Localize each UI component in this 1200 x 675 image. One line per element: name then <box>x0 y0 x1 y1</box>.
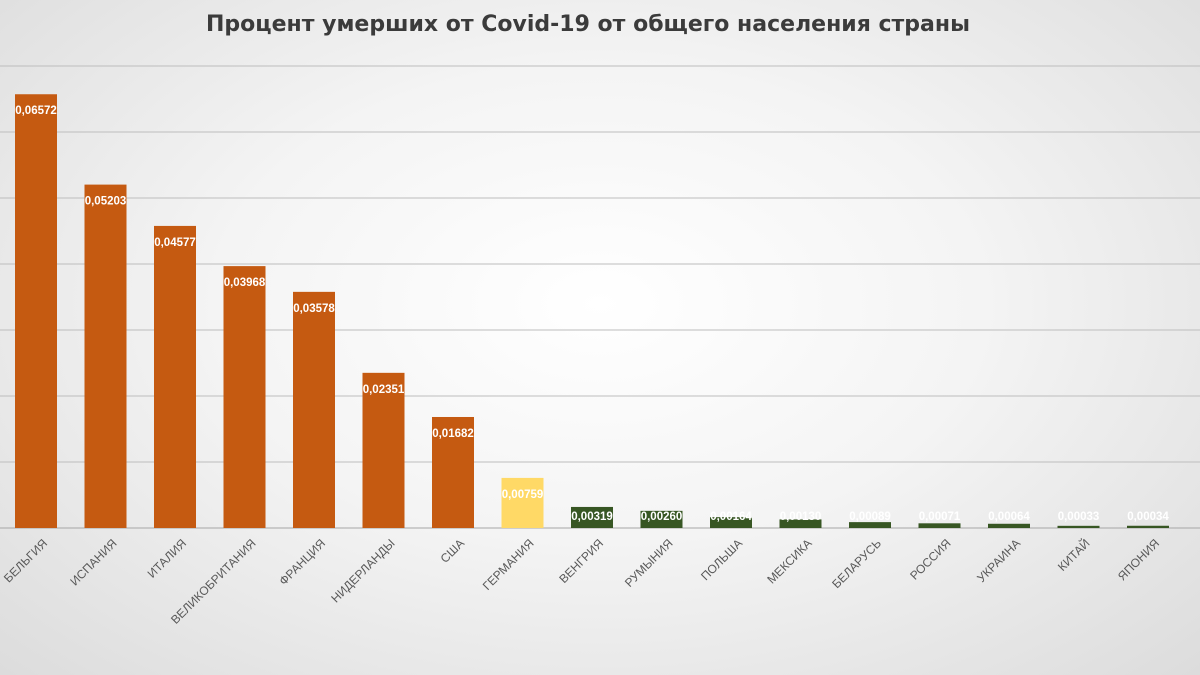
data-label: 0,02351 <box>363 384 405 396</box>
x-tick-label: ФРАНЦИЯ <box>276 536 328 588</box>
bar-15 <box>988 523 1030 528</box>
data-label: 0,06572 <box>15 105 57 117</box>
bar-13 <box>849 522 891 528</box>
x-tick-label: УКРАИНА <box>974 536 1023 585</box>
bar-4 <box>223 266 266 528</box>
bar-16 <box>1057 525 1100 528</box>
x-tick-label: ПОЛЬША <box>698 536 745 583</box>
x-tick-label: ИСПАНИЯ <box>67 536 119 588</box>
x-tick-label: МЕКСИКА <box>764 536 814 586</box>
bar-9 <box>571 506 613 528</box>
chart-title: Процент умерших от Covid-19 от общего на… <box>206 12 970 37</box>
bar-12 <box>779 519 822 528</box>
data-label: 0,00033 <box>1058 511 1100 523</box>
x-tick-label: БЕЛАРУСЬ <box>829 536 884 591</box>
x-tick-label: НИДЕРЛАНДЫ <box>328 536 397 605</box>
data-label: 0,00064 <box>988 511 1030 523</box>
data-label: 0,05203 <box>85 196 127 208</box>
bar-6 <box>362 372 405 528</box>
bar-8 <box>501 477 544 528</box>
x-tick-label: ИТАЛИЯ <box>145 536 190 581</box>
x-tick-label: США <box>438 536 467 565</box>
data-label: 0,00034 <box>1127 511 1169 523</box>
bar-1 <box>15 94 57 529</box>
bar-2 <box>84 184 127 529</box>
data-label: 0,00130 <box>780 511 822 523</box>
x-tick-label: ГЕРМАНИЯ <box>480 536 537 593</box>
x-tick-label: РУМЫНИЯ <box>622 536 676 590</box>
bar-3 <box>154 225 196 528</box>
data-label: 0,01682 <box>432 428 474 440</box>
bar-5 <box>293 291 335 528</box>
data-label: 0,00089 <box>849 511 891 523</box>
x-tick-label: РОССИЯ <box>907 536 953 582</box>
data-label: 0,00164 <box>710 511 752 523</box>
data-label: 0,03578 <box>293 303 335 315</box>
data-label: 0,00319 <box>571 511 613 523</box>
bar-11 <box>710 517 752 528</box>
bar-10 <box>640 510 683 528</box>
data-label: 0,00759 <box>502 489 544 501</box>
data-label: 0,04577 <box>154 237 196 249</box>
x-tick-label: ВЕНГРИЯ <box>556 536 606 586</box>
x-tick-label: КИТАЙ <box>1054 536 1092 574</box>
data-label: 0,00260 <box>641 511 683 523</box>
bar-14 <box>918 523 961 528</box>
bar-7 <box>432 416 474 528</box>
bar-17 <box>1127 525 1169 528</box>
data-label: 0,00071 <box>919 511 961 523</box>
x-tick-label: ЯПОНИЯ <box>1115 536 1162 583</box>
data-label: 0,03968 <box>224 277 266 289</box>
x-tick-label: БЕЛЬГИЯ <box>1 536 50 585</box>
